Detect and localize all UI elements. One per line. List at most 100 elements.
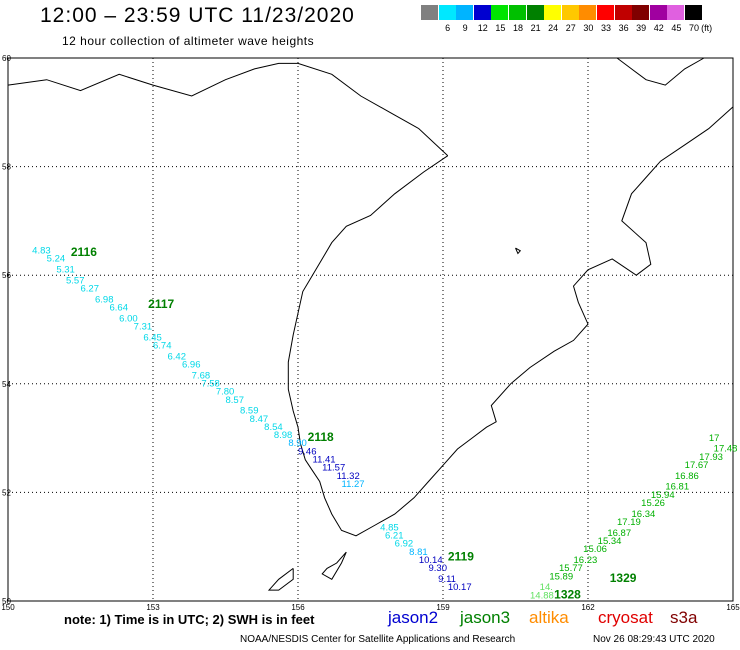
swh-observation: 15.89	[549, 571, 573, 582]
legend-label: 18	[512, 23, 523, 33]
lat-tick-label: 56	[2, 271, 11, 280]
chart-subtitle: 12 hour collection of altimeter wave hei…	[62, 34, 315, 48]
legend-swatch	[491, 5, 509, 20]
swh-observation: 7.68	[192, 370, 211, 381]
swh-observation: 6.98	[95, 294, 114, 305]
track-label-2117: 2117	[148, 297, 174, 311]
swh-observation: 6.45	[143, 332, 162, 343]
lon-tick-label: 165	[726, 603, 740, 612]
swh-observation: 17.48	[714, 444, 738, 455]
legend-label: 15	[495, 23, 506, 33]
swh-observation: 11.57	[322, 463, 345, 474]
lon-tick-label: 162	[581, 603, 595, 612]
swh-observation: 11.27	[342, 479, 365, 490]
island	[515, 247, 522, 255]
swh-observation: 16.34	[632, 509, 656, 520]
lon-tick-label: 156	[291, 603, 305, 612]
swh-observation: 8.81	[409, 547, 428, 558]
lat-tick-label: 54	[2, 380, 11, 389]
swh-observation: 16.23	[574, 555, 598, 566]
lat-tick-label: 58	[2, 163, 11, 172]
swh-observation: 5.24	[47, 254, 66, 265]
legend-label: 12	[477, 23, 488, 33]
swh-observation: 6.42	[168, 351, 187, 362]
satellite-name-cryosat: cryosat	[598, 608, 653, 627]
legend-label: 27	[565, 23, 576, 33]
swh-observation: 10.17	[448, 582, 472, 593]
legend-unit: (ft)	[701, 23, 713, 33]
legend-swatch	[561, 5, 579, 20]
coastline-kamchatka	[287, 106, 734, 537]
legend-swatch	[579, 5, 597, 20]
track-label-2119: 2119	[448, 549, 474, 563]
lat-tick-label: 60	[2, 54, 11, 63]
swh-observation: 6.96	[182, 360, 201, 371]
coastline-north	[7, 62, 449, 157]
legend-swatch	[509, 5, 526, 20]
swh-observation: 14.88	[530, 590, 554, 601]
swh-observation: 5.31	[56, 264, 74, 275]
satellite-name-s3a: s3a	[670, 608, 698, 627]
swh-observation: 9.30	[429, 563, 448, 574]
legend-swatch	[421, 5, 438, 20]
coastline-northeast	[616, 57, 705, 86]
swh-observation: 4.83	[32, 245, 51, 256]
swh-observation: 17.67	[685, 460, 709, 471]
swh-observation: 8.54	[264, 422, 283, 433]
swh-observation: 11.41	[313, 455, 336, 466]
swh-observation: 9.11	[438, 574, 456, 585]
swh-observation: 6.74	[153, 341, 172, 352]
lon-tick-label: 153	[146, 603, 160, 612]
track-label-2118: 2118	[308, 430, 334, 444]
swh-observation: 10.14	[419, 555, 443, 566]
legend-swatch	[597, 5, 614, 20]
swh-observation: 15.26	[641, 498, 665, 509]
swh-observation: 7.80	[216, 387, 235, 398]
swh-observation: 8.59	[240, 406, 259, 417]
legend-label: 33	[600, 23, 611, 33]
lat-tick-label: 50	[2, 597, 11, 606]
swh-observation: 17.93	[699, 452, 723, 463]
track-label-1328: 1328	[554, 587, 581, 601]
swh-observation: 6.27	[81, 283, 100, 294]
island	[267, 568, 294, 591]
swh-observation: 17.19	[617, 517, 641, 528]
footer-note: note: 1) Time is in UTC; 2) SWH is in fe…	[64, 612, 315, 627]
track-label-1329: 1329	[610, 571, 637, 585]
lon-tick-label: 150	[1, 603, 15, 612]
swh-observation: 16.87	[607, 528, 631, 539]
credit-text: NOAA/NESDIS Center for Satellite Applica…	[240, 634, 516, 645]
legend-swatch	[685, 5, 702, 20]
swh-observation: 5.57	[66, 275, 85, 286]
swh-observation: 15.94	[651, 490, 675, 501]
legend-label: 39	[636, 23, 647, 33]
map-frame	[7, 57, 734, 602]
swh-observation: 16.81	[665, 482, 689, 493]
swh-observation: 15.06	[583, 544, 607, 555]
swh-observation: 8.47	[250, 414, 269, 425]
chart-title: 12:00 – 23:59 UTC 11/23/2020	[40, 4, 355, 27]
swh-observation: 11.32	[337, 471, 360, 482]
legend-label: 36	[618, 23, 629, 33]
legend-label: 24	[548, 23, 559, 33]
swh-observation: 6.92	[395, 539, 414, 550]
lat-tick-label: 52	[2, 488, 11, 497]
satellite-name-altika: altika	[529, 608, 569, 627]
legend-swatch	[473, 5, 491, 20]
swh-observation: 7.31	[134, 322, 153, 333]
legend-label: 30	[583, 23, 594, 33]
track-label-2116: 2116	[71, 245, 97, 259]
legend-label: 42	[653, 23, 664, 33]
swh-observation: 8.57	[226, 395, 245, 406]
swh-observation: 15.34	[598, 536, 622, 547]
generation-timestamp: Nov 26 08:29:43 UTC 2020	[593, 634, 715, 645]
swh-observation: 9.46	[298, 446, 317, 457]
swh-observation: 14.	[540, 582, 553, 593]
swh-observation: 6.00	[119, 313, 137, 324]
swh-observation: 8.98	[274, 430, 293, 441]
lon-tick-label: 159	[436, 603, 450, 612]
legend-label: 70	[688, 23, 699, 33]
legend-swatch	[438, 5, 456, 20]
swh-observation: 16.86	[675, 471, 699, 482]
